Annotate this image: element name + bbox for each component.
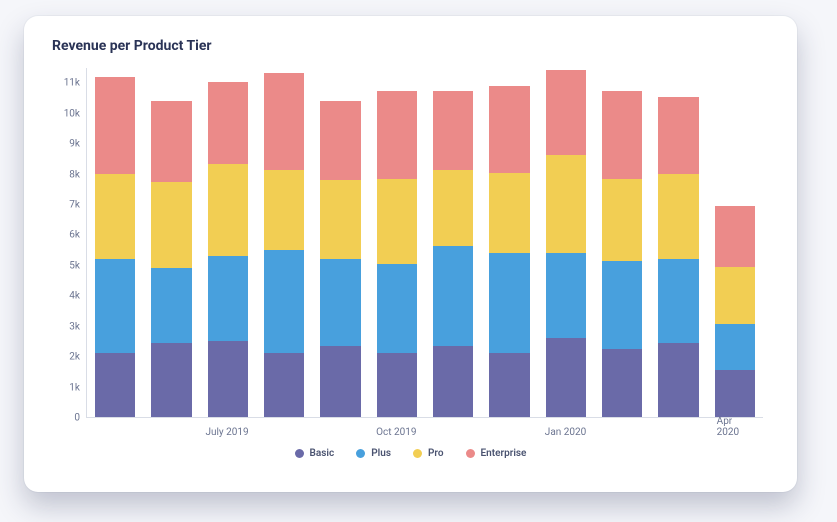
bar-segment-plus — [95, 259, 136, 353]
bar-segment-plus — [264, 250, 305, 353]
bar-segment-basic — [602, 349, 643, 417]
bar-segment-enterprise — [546, 70, 587, 155]
y-tick-label: 5k — [50, 260, 80, 271]
y-tick-label: 3k — [50, 321, 80, 332]
legend-label: Plus — [371, 448, 391, 459]
bar-column — [602, 68, 643, 417]
bar-column — [264, 68, 305, 417]
bar-segment-plus — [546, 253, 587, 338]
bar-column — [715, 68, 756, 417]
bar-segment-basic — [320, 346, 361, 417]
bar-segment-enterprise — [320, 101, 361, 180]
y-tick-label: 6k — [50, 230, 80, 241]
bar-segment-pro — [433, 170, 474, 246]
legend-label: Basic — [310, 448, 335, 459]
bar-segment-pro — [602, 179, 643, 261]
bar-segment-basic — [546, 338, 587, 417]
bar-segment-pro — [320, 180, 361, 259]
bar-segment-enterprise — [433, 91, 474, 170]
y-tick-label: 2k — [50, 352, 80, 363]
bar-segment-plus — [658, 259, 699, 342]
bar-segment-plus — [602, 261, 643, 349]
legend-swatch-icon — [356, 449, 365, 458]
bar-segment-basic — [433, 346, 474, 417]
bar-segment-basic — [658, 343, 699, 417]
x-tick-label: Oct 2019 — [376, 427, 416, 438]
bar-segment-basic — [151, 343, 192, 417]
bar-segment-enterprise — [208, 82, 249, 164]
bar-column — [433, 68, 474, 417]
bar-segment-basic — [208, 341, 249, 417]
bar-segment-pro — [208, 164, 249, 257]
bar-column — [95, 68, 136, 417]
bar-segment-plus — [320, 259, 361, 345]
bar-column — [151, 68, 192, 417]
legend-swatch-icon — [413, 449, 422, 458]
bar-segment-enterprise — [264, 73, 305, 170]
bar-segment-plus — [433, 246, 474, 346]
bar-segment-plus — [489, 253, 530, 353]
y-tick-label: 8k — [50, 169, 80, 180]
chart-area: 0 1k 2k 3k 4k 5k 6k 7k 8k 9k 10k 11k July 2019 Oct 2… — [50, 64, 771, 444]
chart-title: Revenue per Product Tier — [52, 38, 771, 54]
legend-item-pro[interactable]: Pro — [413, 448, 444, 459]
y-tick-label: 4k — [50, 291, 80, 302]
bar-column — [546, 68, 587, 417]
y-tick-label: 0 — [50, 413, 80, 424]
bar-segment-pro — [658, 174, 699, 259]
bar-segment-enterprise — [151, 101, 192, 181]
bar-segment-enterprise — [489, 86, 530, 172]
x-tick-label: July 2019 — [205, 427, 248, 438]
legend-swatch-icon — [295, 449, 304, 458]
bar-segment-pro — [151, 182, 192, 268]
bar-column — [658, 68, 699, 417]
legend-label: Pro — [428, 448, 444, 459]
bar-segment-plus — [208, 256, 249, 341]
bar-segment-plus — [377, 264, 418, 354]
y-tick-label: 9k — [50, 139, 80, 150]
y-tick-label: 10k — [50, 108, 80, 119]
bar-segment-pro — [264, 170, 305, 250]
bar-segment-pro — [95, 174, 136, 259]
bar-segment-plus — [715, 324, 756, 370]
chart-plot — [86, 68, 763, 418]
legend-item-enterprise[interactable]: Enterprise — [466, 448, 527, 459]
bar-segment-pro — [715, 267, 756, 325]
bar-segment-enterprise — [95, 77, 136, 174]
bar-column — [377, 68, 418, 417]
legend-label: Enterprise — [481, 448, 527, 459]
bar-column — [489, 68, 530, 417]
bar-segment-basic — [377, 353, 418, 417]
bar-segment-basic — [489, 353, 530, 417]
bar-segment-enterprise — [658, 97, 699, 174]
bar-segment-basic — [264, 353, 305, 417]
x-tick-label: Jan 2020 — [545, 427, 586, 438]
bar-segment-basic — [715, 370, 756, 417]
bar-column — [320, 68, 361, 417]
bar-segment-enterprise — [715, 206, 756, 267]
bar-segment-pro — [489, 173, 530, 253]
y-tick-label: 11k — [50, 78, 80, 89]
bar-column — [208, 68, 249, 417]
bar-segment-pro — [377, 179, 418, 264]
chart-legend: Basic Plus Pro Enterprise — [50, 448, 771, 459]
legend-item-basic[interactable]: Basic — [295, 448, 335, 459]
bar-segment-plus — [151, 268, 192, 342]
x-tick-label: Apr 2020 — [717, 416, 753, 438]
legend-swatch-icon — [466, 449, 475, 458]
bar-segment-enterprise — [377, 91, 418, 179]
y-tick-label: 7k — [50, 199, 80, 210]
bar-segment-enterprise — [602, 91, 643, 179]
bar-segment-pro — [546, 155, 587, 254]
legend-item-plus[interactable]: Plus — [356, 448, 391, 459]
chart-card: Revenue per Product Tier 0 1k 2k 3k 4k 5k 6k 7k… — [24, 16, 797, 492]
bar-segment-basic — [95, 353, 136, 417]
y-tick-label: 1k — [50, 382, 80, 393]
